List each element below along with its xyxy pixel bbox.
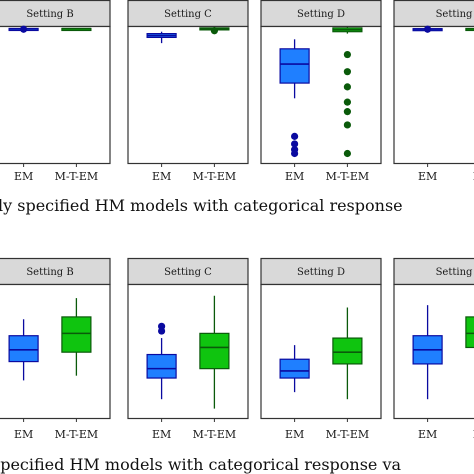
x-tick-label: EM — [14, 170, 33, 183]
box-mtem — [332, 26, 363, 158]
panel-strip — [0, 0, 111, 28]
x-tick-label: EM — [152, 428, 171, 441]
box-iqr — [332, 337, 363, 365]
panel-plot-area — [393, 25, 474, 165]
panel-strip-label: Setting D — [297, 267, 345, 278]
panel-strip-label: Setting — [436, 9, 473, 20]
box-mtem — [465, 27, 474, 32]
panel-strip — [393, 257, 474, 286]
box-mtem — [465, 316, 474, 349]
panel-strip — [393, 0, 474, 28]
outlier-point — [343, 108, 351, 116]
outlier-point — [343, 98, 351, 106]
outlier-point — [291, 149, 299, 158]
x-tick-label: M-T-EM — [55, 428, 99, 441]
panel-strip-label: Setting C — [164, 9, 212, 20]
panel-strip-label: Setting C — [164, 267, 212, 278]
x-tick-label: M-T-EM — [193, 170, 237, 183]
box-iqr — [279, 358, 310, 379]
box-iqr — [146, 353, 177, 379]
panel-top-4: Setting EM M- — [393, 0, 474, 183]
panel-top-2: Setting C EM M-T-EM — [127, 0, 249, 183]
x-tick-label: EM — [418, 428, 437, 441]
panel-bottom-2: Setting C EM M-T-EM — [127, 257, 249, 441]
panel-plot-area — [260, 283, 382, 420]
outlier-point — [424, 25, 432, 33]
panel-strip-label: Setting B — [26, 9, 73, 20]
box-em — [146, 31, 177, 44]
panel-plot-area — [127, 283, 249, 420]
panel-strip-label: Setting B — [26, 267, 73, 278]
panel-strip — [127, 0, 249, 28]
x-tick-label: M-T-EM — [326, 170, 370, 183]
panel-strip-label: Setting D — [297, 9, 345, 20]
x-tick-label: M-T-EM — [193, 428, 237, 441]
outlier-point — [158, 322, 166, 330]
x-tick-label: M- — [473, 170, 474, 183]
x-tick-label: EM — [14, 428, 33, 441]
panel-plot-area — [0, 25, 111, 165]
outlier-point — [343, 149, 351, 158]
box-em — [412, 305, 443, 400]
x-tick-label: EM — [285, 428, 304, 441]
panel-bottom-1: Setting B EM M-T-EM — [0, 257, 111, 441]
box-iqr — [279, 48, 310, 84]
x-tick-label: EM — [152, 170, 171, 183]
outlier-point — [343, 50, 351, 59]
box-em — [8, 25, 39, 33]
panel-top-3: Setting D EM M-T-EM — [260, 0, 382, 183]
outlier-point — [20, 25, 28, 33]
box-mtem — [61, 298, 92, 376]
box-mtem — [199, 295, 230, 409]
panel-bottom-3: Setting D EM M-T-EM — [260, 257, 382, 441]
box-em — [412, 25, 443, 33]
panel-plot-area — [127, 25, 249, 165]
x-tick-label: EM — [418, 170, 437, 183]
x-tick-label: M-T-EM — [326, 428, 370, 441]
panel-plot-area — [260, 25, 382, 165]
outlier-point — [291, 132, 299, 140]
bottom-caption: specified HM models with categorical res… — [0, 455, 402, 474]
outlier-point — [343, 83, 351, 91]
box-iqr — [199, 332, 230, 370]
box-em — [146, 322, 177, 400]
panel-strip — [260, 0, 382, 28]
box-em — [8, 319, 39, 381]
box-iqr — [465, 316, 474, 349]
box-em — [279, 39, 310, 158]
outlier-point — [343, 121, 351, 129]
panel-strip — [127, 257, 249, 286]
box-iqr — [61, 316, 92, 353]
box-mtem — [61, 27, 92, 32]
x-tick-label: M-T-EM — [55, 170, 99, 183]
box-mtem — [199, 26, 230, 35]
top-caption: ly specified HM models with categorical … — [0, 196, 403, 215]
panel-top-1: Setting B EM M-T-EM — [0, 0, 111, 183]
x-tick-label: EM — [285, 170, 304, 183]
panel-strip — [260, 257, 382, 286]
box-em — [279, 345, 310, 393]
box-mtem — [332, 307, 363, 400]
panel-strip-label: Setting — [436, 267, 473, 278]
outlier-point — [291, 140, 299, 148]
box-iqr — [8, 335, 39, 363]
panel-bottom-4: Setting EM M- — [393, 257, 474, 441]
outlier-point — [210, 27, 218, 35]
x-tick-label: M- — [473, 428, 474, 441]
outlier-point — [343, 68, 351, 76]
